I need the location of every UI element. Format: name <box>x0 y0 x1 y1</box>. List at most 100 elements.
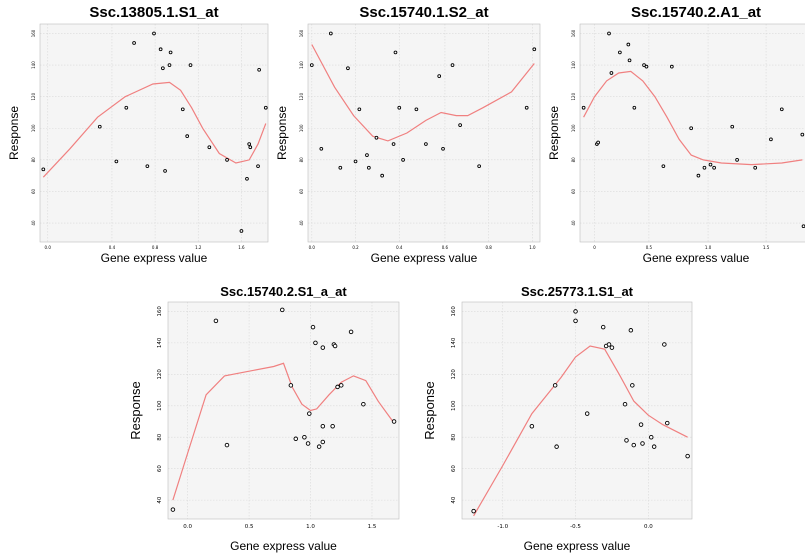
y-tick-label: 100 <box>157 400 163 411</box>
data-point <box>618 50 622 55</box>
plot-frame <box>461 301 693 520</box>
data-point <box>293 436 299 442</box>
panel-title: Ssc.13805.1.S1_at <box>89 4 218 21</box>
plot-frame <box>579 23 805 243</box>
y-tick-label: 100 <box>571 124 576 132</box>
data-point <box>158 47 163 52</box>
x-tick-label: 0.2 <box>352 245 359 250</box>
data-point <box>225 158 229 162</box>
panel-title: Ssc.15740.1.S2_at <box>359 4 488 21</box>
chart-panel: 0 0.5 1.0 1.5 40 60 80 100 120 140 160 Ssc.15740.2.… <box>547 4 805 265</box>
data-point <box>393 50 398 55</box>
data-point <box>769 137 773 142</box>
y-tick-label: 60 <box>299 188 304 194</box>
x-tick-label: 1.2 <box>195 245 202 250</box>
y-tick-label: 60 <box>157 465 163 472</box>
y-tick-label: 60 <box>451 465 457 472</box>
fit-curve <box>473 345 688 517</box>
plot-frame <box>307 23 541 243</box>
y-tick-label: 40 <box>31 220 36 226</box>
plot-area <box>580 24 805 242</box>
x-axis-label: Gene express value <box>230 539 337 553</box>
y-tick-label: 40 <box>157 496 163 503</box>
chart-panel: -1.0 -0.5 0.0 40 60 80 100 120 140 160 Ssc.25773.1… <box>422 284 693 553</box>
data-point <box>41 167 46 172</box>
y-tick-label: 120 <box>451 369 457 380</box>
y-tick-label: 60 <box>31 188 36 194</box>
data-point <box>581 105 586 110</box>
y-tick-label: 60 <box>571 188 576 194</box>
data-point <box>224 442 230 448</box>
x-tick-label: 0.6 <box>442 245 449 250</box>
data-point <box>552 383 558 388</box>
chart-panel: 0.0 0.4 0.8 1.2 1.6 40 60 80 100 120 140 160 Ssc.138… <box>7 4 269 265</box>
x-tick-label: 0.4 <box>109 245 116 250</box>
data-point <box>702 165 707 170</box>
data-point <box>401 158 405 162</box>
data-point <box>665 420 670 426</box>
data-point <box>573 309 578 314</box>
data-point <box>180 107 185 112</box>
y-tick-label: 140 <box>451 337 457 348</box>
data-point <box>374 135 379 140</box>
x-axis-label: Gene express value <box>371 251 478 265</box>
data-point <box>651 444 657 449</box>
y-tick-label: 40 <box>299 220 304 226</box>
y-tick-label: 160 <box>571 29 576 37</box>
data-point <box>319 146 324 151</box>
x-tick-label: 1.0 <box>705 245 712 250</box>
data-point <box>712 165 716 170</box>
data-point <box>626 42 631 47</box>
data-point <box>730 124 735 129</box>
chart-panel: 0.0 0.2 0.4 0.6 0.8 1.0 40 60 80 100 120 140 160 Ssc.… <box>275 4 541 265</box>
data-point <box>662 342 667 347</box>
data-point <box>609 71 614 75</box>
data-point <box>800 132 805 137</box>
y-tick-label: 80 <box>571 157 576 163</box>
data-point <box>607 31 611 36</box>
data-point <box>257 67 261 72</box>
data-point <box>477 164 481 169</box>
data-point <box>309 63 314 67</box>
plot-area <box>168 302 399 519</box>
y-tick-label: 80 <box>299 157 304 163</box>
data-point <box>437 74 442 78</box>
data-point <box>313 340 318 346</box>
data-point <box>414 107 419 112</box>
data-point <box>188 63 193 67</box>
y-tick-label: 100 <box>299 124 304 132</box>
data-point <box>532 47 537 52</box>
data-point <box>365 153 369 157</box>
y-axis-label: Response <box>275 106 289 160</box>
data-point <box>320 423 326 429</box>
x-axis-label: Gene express value <box>524 539 631 553</box>
x-tick-label: 1.0 <box>306 524 315 530</box>
data-point <box>320 345 326 350</box>
data-point <box>245 176 249 181</box>
y-tick-label: 140 <box>571 61 576 69</box>
y-tick-label: 40 <box>451 496 457 503</box>
data-point <box>145 164 150 169</box>
data-point <box>207 145 212 150</box>
data-point <box>622 401 628 407</box>
plot-area <box>40 24 268 242</box>
data-point <box>346 66 350 71</box>
data-point <box>367 165 371 170</box>
data-point <box>380 173 385 178</box>
y-tick-label: 100 <box>31 124 36 132</box>
y-tick-label: 120 <box>31 92 36 100</box>
x-axis-label: Gene express value <box>643 251 750 265</box>
data-point <box>132 41 136 45</box>
y-tick-label: 80 <box>451 433 457 440</box>
chart-panel: 0.0 0.5 1.0 1.5 40 60 80 100 120 140 160 Ssc.15740.… <box>128 284 400 553</box>
data-point <box>638 422 644 427</box>
y-tick-label: 120 <box>571 92 576 100</box>
x-tick-label: 1.5 <box>763 245 770 250</box>
data-point <box>584 411 590 416</box>
x-tick-label: 0.5 <box>245 524 254 530</box>
data-point <box>170 507 176 512</box>
data-point <box>353 159 358 164</box>
plot-area <box>308 24 540 242</box>
y-tick-label: 80 <box>157 433 163 440</box>
